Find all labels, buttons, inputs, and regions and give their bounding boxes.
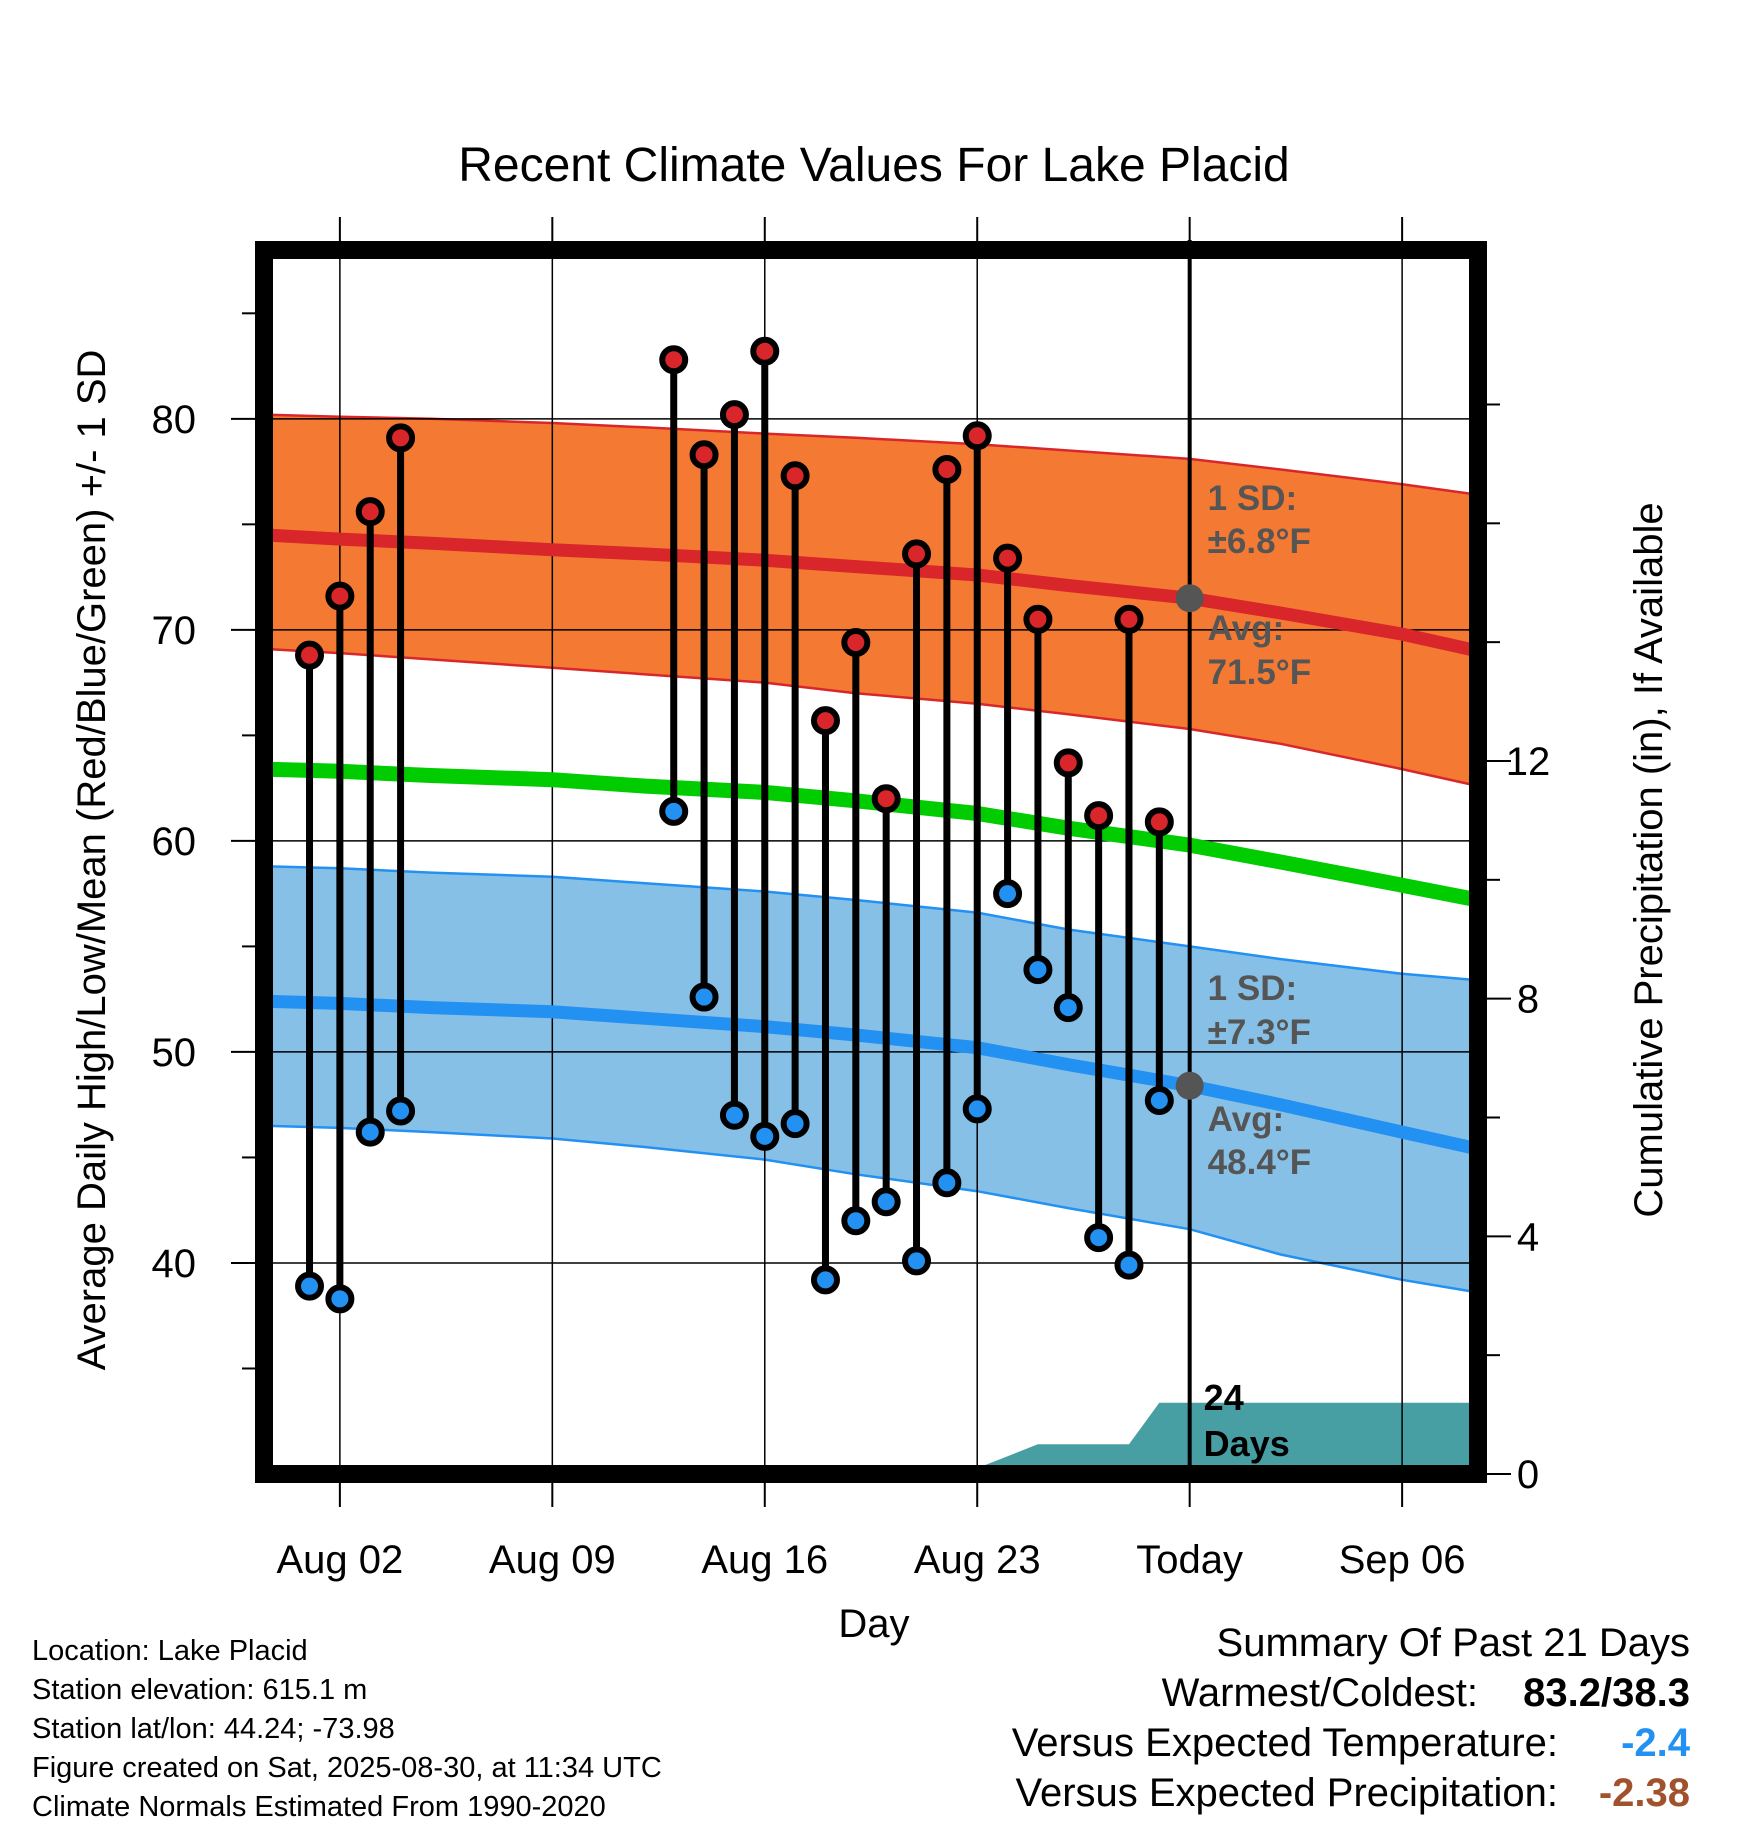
observed-low-point <box>1053 993 1083 1023</box>
high-avg-label: Avg: <box>1208 609 1284 648</box>
low-sd-label: 1 SD: <box>1208 969 1297 1008</box>
y2-tick-label: 4 <box>1517 1215 1539 1259</box>
observed-low-point <box>932 1168 962 1198</box>
today-low-normal-marker <box>1175 1071 1204 1100</box>
observed-low-point <box>1023 955 1053 985</box>
observed-high-point <box>386 423 416 453</box>
observed-low-point <box>780 1109 810 1139</box>
observed-low-point <box>962 1094 992 1124</box>
observed-low-point <box>810 1265 840 1295</box>
location-text: Location: Lake Placid <box>32 1635 308 1667</box>
precip-days-count: 24 <box>1204 1377 1244 1418</box>
precip-label: Versus Expected Precipitation: <box>1015 1771 1558 1815</box>
warm-cold-value: 83.2/38.3 <box>1523 1671 1690 1715</box>
y-tick-label: 80 <box>152 398 197 442</box>
summary-precipitation: Versus Expected Precipitation: -2.38 <box>1012 1768 1690 1818</box>
high-avg-value: 71.5°F <box>1208 653 1312 692</box>
observed-high-point <box>1114 604 1144 634</box>
summary-panel: Summary Of Past 21 Days Warmest/Coldest:… <box>1012 1618 1690 1818</box>
precip-days-label: Days <box>1204 1423 1290 1464</box>
high-sd-band <box>264 414 1478 786</box>
normal-high-line <box>263 528 1480 658</box>
x-axis-label: Day <box>838 1602 909 1646</box>
y2-axis-label: Cumulative Precipitation (in), If Availa… <box>1627 502 1671 1217</box>
observed-low-point <box>659 796 689 826</box>
observed-low-point <box>1084 1223 1114 1253</box>
y-axis-label: Average Daily High/Low/Mean (Red/Blue/Gr… <box>70 350 114 1371</box>
y-tick-label: 70 <box>152 609 197 653</box>
summary-warm-cold: Warmest/Coldest: 83.2/38.3 <box>1012 1668 1690 1718</box>
precip-value: -2.38 <box>1598 1771 1690 1815</box>
x-tick-label: Sep 06 <box>1339 1538 1466 1582</box>
precipitation-area <box>855 1402 1478 1474</box>
y-tick-label: 60 <box>152 820 197 864</box>
y2-tick-label: 8 <box>1517 978 1539 1022</box>
high-sd-label: 1 SD: <box>1208 479 1297 518</box>
y-tick-label: 50 <box>152 1031 197 1075</box>
observed-high-point <box>810 706 840 736</box>
observed-high-point <box>355 497 385 527</box>
low-avg-label: Avg: <box>1208 1100 1284 1139</box>
observed-low-point <box>295 1271 325 1301</box>
summary-title: Summary Of Past 21 Days <box>1216 1621 1690 1665</box>
observed-high-point <box>719 400 749 430</box>
observed-low-point <box>841 1206 871 1236</box>
observed-high-point <box>780 461 810 491</box>
x-tick-label: Today <box>1136 1538 1243 1582</box>
observed-high-point <box>1084 801 1114 831</box>
latlon-text: Station lat/lon: 44.24; -73.98 <box>32 1713 395 1745</box>
observed-low-point <box>871 1187 901 1217</box>
observed-high-point <box>295 640 325 670</box>
observed-high-point <box>1144 807 1174 837</box>
observed-low-point <box>993 879 1023 909</box>
observed-low-point <box>1144 1085 1174 1115</box>
observed-high-point <box>689 440 719 470</box>
low-sd-value: ±7.3°F <box>1208 1013 1311 1052</box>
y-tick-label: 40 <box>152 1242 197 1286</box>
low-avg-value: 48.4°F <box>1208 1143 1312 1182</box>
x-tick-label: Aug 02 <box>276 1538 403 1582</box>
y2-tick-label: 0 <box>1517 1453 1539 1497</box>
observed-low-point <box>386 1096 416 1126</box>
observed-low-point <box>1114 1250 1144 1280</box>
observed-high-point <box>325 581 355 611</box>
y2-tick-label: 12 <box>1506 740 1551 784</box>
today-high-normal-marker <box>1175 584 1204 613</box>
low-sd-band <box>264 866 1478 1293</box>
x-tick-label: Aug 23 <box>914 1538 1041 1582</box>
temp-value: -2.4 <box>1621 1721 1690 1765</box>
observed-low-point <box>902 1246 932 1276</box>
observed-low-point <box>355 1117 385 1147</box>
observed-high-point <box>1023 604 1053 634</box>
x-tick-label: Aug 16 <box>701 1538 828 1582</box>
temp-label: Versus Expected Temperature: <box>1011 1721 1558 1765</box>
observed-low-point <box>325 1284 355 1314</box>
high-sd-value: ±6.8°F <box>1208 522 1311 561</box>
observed-high-point <box>750 336 780 366</box>
observed-high-point <box>871 784 901 814</box>
station-info: Location: Lake Placid Station elevation:… <box>32 1632 662 1827</box>
observed-high-point <box>1053 748 1083 778</box>
observed-low-point <box>719 1100 749 1130</box>
x-tick-label: Aug 09 <box>489 1538 616 1582</box>
warm-cold-label: Warmest/Coldest: <box>1161 1671 1478 1715</box>
plot-area: 1 SD: ±6.8°F Avg: 71.5°F 1 SD: ±7.3°F Avg: 48.4… <box>152 217 1551 1582</box>
observed-high-point <box>902 539 932 569</box>
observed-low-point <box>689 982 719 1012</box>
normals-text: Climate Normals Estimated From 1990-2020 <box>32 1791 606 1823</box>
observed-high-point <box>932 454 962 484</box>
observed-high-point <box>993 543 1023 573</box>
observed-high-point <box>962 421 992 451</box>
chart-title: Recent Climate Values For Lake Placid <box>458 139 1290 192</box>
observed-high-point <box>659 345 689 375</box>
created-text: Figure created on Sat, 2025-08-30, at 11… <box>32 1752 662 1784</box>
plot-frame <box>255 241 1487 1483</box>
observed-low-point <box>750 1121 780 1151</box>
observed-high-point <box>841 628 871 658</box>
elevation-text: Station elevation: 615.1 m <box>32 1674 368 1706</box>
summary-temperature: Versus Expected Temperature: -2.4 <box>1012 1718 1690 1768</box>
